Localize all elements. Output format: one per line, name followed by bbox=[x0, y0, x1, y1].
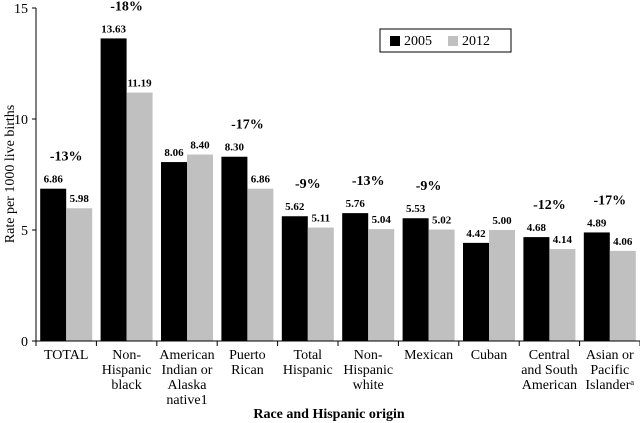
category-label: Alaska bbox=[168, 378, 208, 393]
bar-2012 bbox=[66, 208, 93, 341]
category-label: Hispanic bbox=[343, 363, 393, 378]
category-label: Non- bbox=[112, 348, 141, 363]
category-label: Asian or bbox=[586, 348, 634, 363]
bar-2012 bbox=[187, 154, 213, 341]
bar-2005 bbox=[40, 188, 67, 341]
bar-2012 bbox=[428, 229, 455, 341]
bar-2005 bbox=[523, 237, 550, 341]
data-label-2012: 5.98 bbox=[70, 193, 90, 205]
legend-swatch-2005 bbox=[390, 36, 400, 46]
category-label: Puerto bbox=[229, 348, 266, 363]
bars bbox=[40, 38, 636, 341]
change-label: -12% bbox=[533, 198, 566, 213]
change-label: -18% bbox=[110, 0, 143, 14]
bar-2012 bbox=[247, 188, 274, 341]
data-label-2005: 4.68 bbox=[527, 222, 547, 234]
category-label: Non- bbox=[354, 348, 383, 363]
bar-2012 bbox=[126, 92, 153, 341]
category-label: white bbox=[353, 378, 384, 393]
bar-2012 bbox=[307, 227, 334, 341]
bar-2012 bbox=[549, 249, 576, 341]
data-label-2005: 4.42 bbox=[466, 228, 486, 240]
data-label-2005: 8.30 bbox=[225, 142, 245, 154]
change-label: -17% bbox=[593, 193, 626, 208]
y-tick-label: 5 bbox=[21, 224, 28, 239]
legend-label-2005: 2005 bbox=[404, 34, 432, 49]
value-labels: 6.86 5.98 13.63 11.19 8.06 8.40 8.30 6.86 5.62 5.… bbox=[44, 23, 633, 247]
legend-label-2012: 2012 bbox=[462, 34, 490, 49]
category-label: black bbox=[111, 378, 141, 393]
data-label-2012: 5.11 bbox=[311, 213, 330, 225]
y-axis: 0 5 10 15 bbox=[14, 2, 37, 350]
bar-2005 bbox=[342, 213, 369, 341]
data-label-2012: 4.14 bbox=[553, 234, 573, 246]
legend-swatch-2012 bbox=[448, 36, 458, 46]
category-label: native1 bbox=[166, 393, 207, 408]
category-label: Cuban bbox=[471, 348, 508, 363]
category-label: TOTAL bbox=[44, 348, 89, 363]
category-label: Islanderᵃ bbox=[585, 378, 634, 393]
category-label: Rican bbox=[231, 363, 264, 378]
data-label-2005: 13.63 bbox=[101, 23, 126, 35]
bar-2005 bbox=[402, 218, 429, 341]
data-label-2012: 6.86 bbox=[251, 174, 271, 186]
change-label: -13% bbox=[352, 174, 385, 189]
bar-2012 bbox=[489, 230, 515, 341]
category-label: Central bbox=[529, 348, 570, 363]
data-label-2005: 5.76 bbox=[346, 198, 366, 210]
category-label: and South bbox=[521, 363, 577, 378]
change-label: -9% bbox=[416, 179, 442, 194]
category-label: American bbox=[522, 378, 577, 393]
data-label-2012: 11.19 bbox=[128, 78, 153, 90]
legend-box bbox=[379, 28, 512, 53]
bar-2012 bbox=[609, 250, 636, 341]
x-axis-title: Race and Hispanic origin bbox=[253, 407, 405, 422]
category-label: Hispanic bbox=[102, 363, 152, 378]
bar-2005 bbox=[463, 242, 489, 341]
y-tick-label: 10 bbox=[14, 113, 28, 128]
category-label: Hispanic bbox=[283, 363, 333, 378]
category-label: Indian or bbox=[162, 363, 213, 378]
y-tick-label: 0 bbox=[21, 335, 28, 350]
data-label-2005: 6.86 bbox=[44, 174, 64, 186]
change-labels: -13% -18% -17% -9% -13% -9% -12% -17% bbox=[50, 0, 626, 213]
data-label-2012: 5.00 bbox=[492, 215, 512, 227]
bar-2005 bbox=[161, 162, 187, 341]
change-label: -13% bbox=[50, 150, 83, 165]
category-label: Mexican bbox=[404, 348, 453, 363]
bar-2005 bbox=[583, 232, 610, 341]
bar-2005 bbox=[281, 216, 308, 341]
change-label: -17% bbox=[231, 118, 264, 133]
category-label: American bbox=[159, 348, 214, 363]
data-label-2012: 5.02 bbox=[432, 215, 452, 227]
y-tick-label: 15 bbox=[14, 2, 28, 17]
y-axis-title: Rate per 1000 live births bbox=[3, 105, 18, 243]
bar-2012 bbox=[368, 229, 395, 341]
change-label: -9% bbox=[295, 177, 321, 192]
data-label-2005: 8.06 bbox=[164, 147, 184, 159]
bar-2005 bbox=[100, 38, 127, 341]
data-label-2012: 8.40 bbox=[190, 140, 210, 152]
data-label-2012: 5.04 bbox=[372, 214, 392, 226]
data-label-2005: 5.53 bbox=[406, 203, 426, 215]
bar-2005 bbox=[221, 156, 248, 341]
data-label-2005: 4.89 bbox=[587, 217, 607, 229]
category-label: Pacific bbox=[590, 363, 629, 378]
data-label-2005: 5.62 bbox=[285, 201, 305, 213]
legend: 2005 2012 bbox=[379, 28, 512, 53]
data-label-2012: 4.06 bbox=[613, 236, 633, 248]
category-label: Total bbox=[294, 348, 323, 363]
